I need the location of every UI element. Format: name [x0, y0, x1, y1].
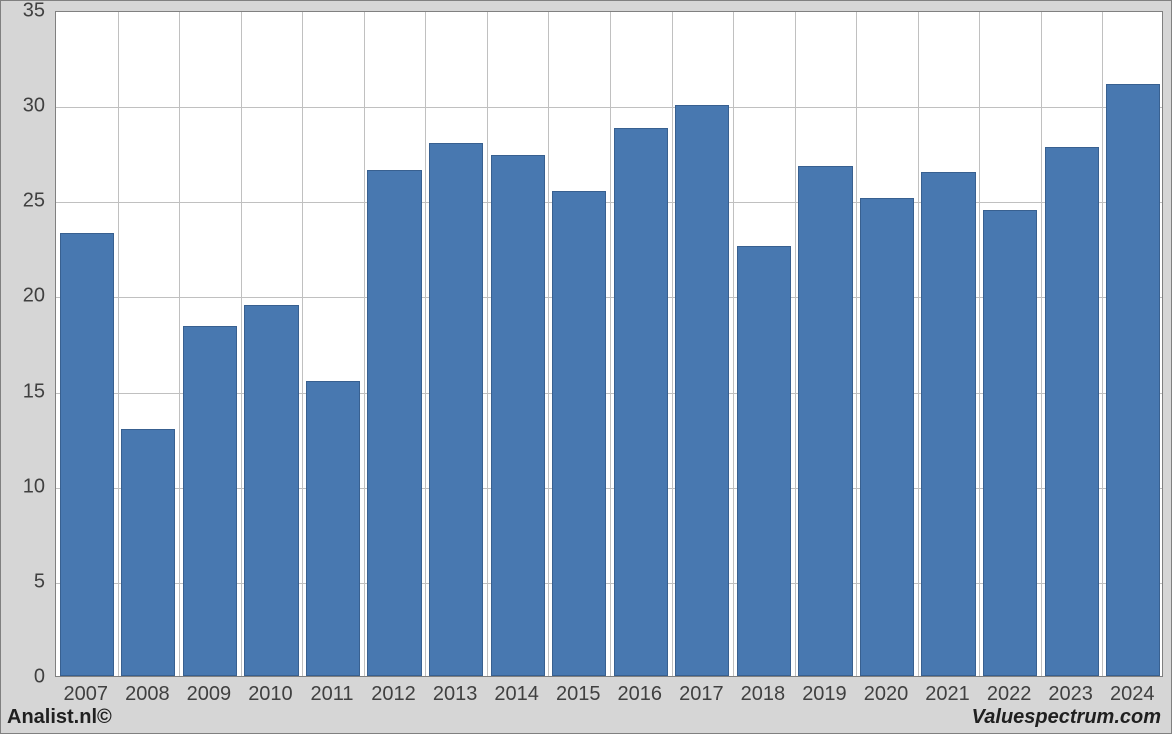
- gridline-v: [672, 12, 673, 676]
- bar: [983, 210, 1037, 676]
- x-tick-label: 2018: [741, 683, 786, 706]
- gridline-v: [425, 12, 426, 676]
- chart-container: Analist.nl© Valuespectrum.com 0 5 10 15 20 25…: [0, 0, 1172, 734]
- y-tick-label: 20: [1, 285, 45, 308]
- y-tick-label: 25: [1, 190, 45, 213]
- bar: [121, 429, 175, 676]
- bar: [1106, 84, 1160, 676]
- gridline-v: [487, 12, 488, 676]
- bar: [367, 170, 421, 676]
- x-tick-label: 2019: [802, 683, 847, 706]
- x-tick-label: 2009: [187, 683, 232, 706]
- bar: [737, 246, 791, 676]
- bar: [1045, 147, 1099, 676]
- x-tick-label: 2021: [925, 683, 970, 706]
- bar: [860, 198, 914, 676]
- x-tick-label: 2020: [864, 683, 909, 706]
- gridline-v: [118, 12, 119, 676]
- bar: [491, 155, 545, 676]
- gridline-h: [56, 107, 1162, 108]
- y-tick-label: 0: [1, 666, 45, 689]
- gridline-v: [610, 12, 611, 676]
- gridline-v: [302, 12, 303, 676]
- bar: [306, 381, 360, 676]
- y-tick-label: 5: [1, 570, 45, 593]
- x-tick-label: 2016: [618, 683, 663, 706]
- gridline-v: [548, 12, 549, 676]
- y-tick-label: 15: [1, 380, 45, 403]
- y-tick-label: 10: [1, 475, 45, 498]
- x-tick-label: 2012: [371, 683, 416, 706]
- bar: [60, 233, 114, 676]
- gridline-v: [795, 12, 796, 676]
- gridline-v: [733, 12, 734, 676]
- gridline-v: [1041, 12, 1042, 676]
- gridline-v: [856, 12, 857, 676]
- gridline-v: [241, 12, 242, 676]
- x-tick-label: 2011: [310, 683, 353, 706]
- x-tick-label: 2017: [679, 683, 724, 706]
- gridline-v: [1102, 12, 1103, 676]
- bar: [244, 305, 298, 676]
- x-tick-label: 2015: [556, 683, 601, 706]
- x-tick-label: 2010: [248, 683, 293, 706]
- x-tick-label: 2008: [125, 683, 170, 706]
- x-tick-label: 2014: [494, 683, 539, 706]
- gridline-h: [56, 202, 1162, 203]
- x-tick-label: 2022: [987, 683, 1032, 706]
- credit-right: Valuespectrum.com: [972, 706, 1161, 729]
- x-tick-label: 2023: [1048, 683, 1093, 706]
- y-tick-label: 30: [1, 95, 45, 118]
- gridline-v: [364, 12, 365, 676]
- gridline-v: [918, 12, 919, 676]
- gridline-v: [979, 12, 980, 676]
- bar: [552, 191, 606, 676]
- y-tick-label: 35: [1, 0, 45, 23]
- bar: [675, 105, 729, 676]
- credit-left: Analist.nl©: [7, 706, 112, 729]
- bar: [798, 166, 852, 676]
- x-tick-label: 2007: [64, 683, 109, 706]
- x-tick-label: 2013: [433, 683, 478, 706]
- bar: [183, 326, 237, 676]
- bar: [921, 172, 975, 676]
- x-tick-label: 2024: [1110, 683, 1155, 706]
- plot-area: [55, 11, 1163, 677]
- bar: [614, 128, 668, 676]
- gridline-v: [179, 12, 180, 676]
- bar: [429, 143, 483, 676]
